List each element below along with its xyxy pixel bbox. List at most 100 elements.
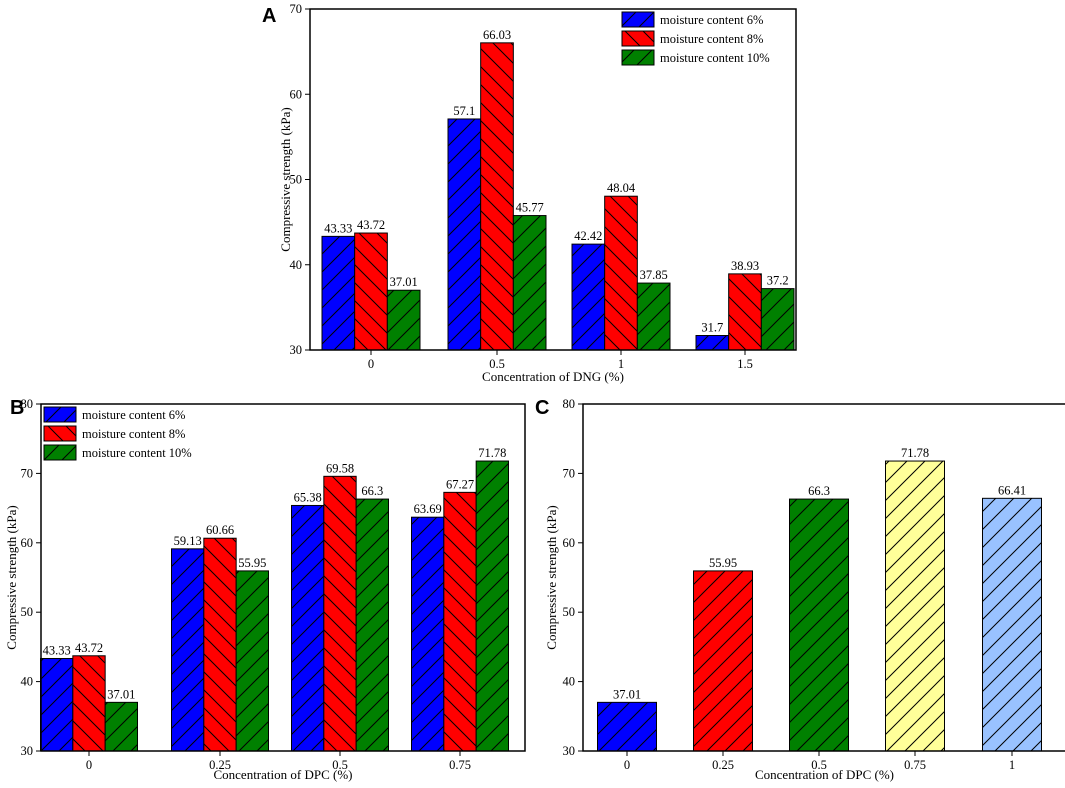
bar-hatch — [448, 118, 481, 350]
x-axis-title: Concentration of DNG (%) — [482, 369, 624, 384]
y-tick-label: 30 — [563, 744, 576, 758]
legend-label: moisture content 10% — [660, 51, 770, 65]
data-label: 37.2 — [767, 274, 789, 288]
x-tick-label: 0.5 — [811, 758, 827, 772]
plot-frame — [582, 403, 1065, 752]
bar-hatch — [476, 461, 509, 751]
data-label: 60.66 — [206, 523, 234, 537]
data-label: 37.85 — [640, 268, 668, 282]
y-tick-label: 30 — [290, 343, 303, 357]
data-label: 66.03 — [483, 28, 511, 42]
data-label: 37.01 — [107, 687, 135, 701]
panel-letter-c: C — [535, 397, 549, 419]
bar-hatch — [411, 517, 444, 751]
bar-hatch — [443, 492, 477, 751]
data-label: 37.01 — [390, 275, 418, 289]
x-tick-label: 1 — [1009, 758, 1015, 772]
y-tick-label: 40 — [21, 675, 34, 689]
bar-hatch — [323, 476, 357, 751]
bar-hatch — [40, 658, 73, 751]
legend-label: moisture content 6% — [82, 408, 185, 422]
legend-label: moisture content 8% — [82, 427, 185, 441]
legend-swatch-hatch — [44, 445, 76, 460]
plot-frame — [40, 403, 526, 752]
bar-hatch — [597, 702, 657, 751]
legend-swatch-hatch — [44, 407, 76, 422]
x-tick-label: 0 — [86, 758, 92, 772]
bar-hatch — [513, 215, 546, 350]
bar-hatch — [291, 505, 324, 751]
legend-label: moisture content 8% — [660, 32, 763, 46]
data-label: 69.58 — [326, 461, 354, 475]
plot-frame — [309, 8, 797, 351]
x-tick-label: 0 — [368, 357, 374, 371]
data-label: 57.1 — [453, 104, 475, 118]
data-label: 43.33 — [324, 221, 352, 235]
bar-hatch — [696, 335, 729, 350]
bar-hatch — [105, 702, 138, 751]
data-label: 66.3 — [808, 484, 830, 498]
bar-hatch — [356, 499, 389, 751]
y-tick-label: 70 — [563, 466, 576, 480]
y-tick-label: 80 — [563, 397, 576, 411]
data-label: 65.38 — [294, 490, 322, 504]
y-tick-label: 50 — [563, 605, 576, 619]
y-tick-label: 60 — [563, 536, 576, 550]
legend-swatch-hatch — [622, 31, 654, 46]
y-tick-label: 80 — [21, 397, 34, 411]
y-tick-label: 70 — [21, 466, 34, 480]
data-label: 48.04 — [607, 181, 636, 195]
data-label: 63.69 — [414, 502, 442, 516]
data-label: 55.95 — [709, 556, 737, 570]
bar-hatch — [885, 461, 945, 751]
bar-hatch — [789, 499, 849, 751]
data-label: 42.42 — [574, 229, 602, 243]
bar-hatch — [322, 236, 355, 350]
y-tick-label: 60 — [21, 536, 34, 550]
bar-hatch — [387, 290, 420, 350]
bar-hatch — [480, 42, 514, 351]
x-tick-label: 0.5 — [332, 758, 348, 772]
y-tick-label: 40 — [290, 258, 303, 272]
y-tick-label: 50 — [21, 605, 34, 619]
bar-hatch — [354, 233, 388, 350]
x-tick-label: 0.5 — [489, 357, 505, 371]
legend-label: moisture content 6% — [660, 13, 763, 27]
bar-hatch — [72, 655, 106, 751]
y-axis-title: Compressive strength (kPa) — [544, 505, 559, 649]
x-tick-label: 1 — [618, 357, 624, 371]
bar-hatch — [982, 498, 1042, 751]
y-tick-label: 70 — [290, 2, 303, 16]
x-tick-label: 0 — [624, 758, 630, 772]
bar-hatch — [236, 570, 269, 751]
y-tick-label: 40 — [563, 675, 576, 689]
bar-hatch — [604, 196, 638, 350]
x-axis-title: Concentration of DPC (%) — [755, 767, 894, 782]
x-tick-label: 0.25 — [209, 758, 231, 772]
x-tick-label: 1.5 — [737, 357, 753, 371]
bar-hatch — [171, 548, 204, 751]
bar-hatch — [203, 538, 237, 751]
bar-hatch — [637, 283, 670, 350]
data-label: 71.78 — [478, 446, 506, 460]
data-label: 38.93 — [731, 259, 759, 273]
y-axis-title: Compressive strength (kPa) — [278, 107, 293, 251]
y-axis-title: Compressive strength (kPa) — [4, 505, 19, 649]
panel-letter-b: B — [10, 397, 24, 419]
y-tick-label: 50 — [290, 173, 303, 187]
bar-hatch — [693, 570, 753, 751]
data-label: 45.77 — [516, 201, 544, 215]
data-label: 55.95 — [238, 556, 266, 570]
panel-letter-a: A — [262, 5, 276, 27]
data-label: 66.41 — [998, 483, 1026, 497]
x-tick-label: 0.75 — [904, 758, 926, 772]
bar-hatch — [728, 273, 762, 350]
data-label: 43.72 — [357, 218, 385, 232]
legend-swatch-hatch — [622, 50, 654, 65]
data-label: 66.3 — [361, 484, 383, 498]
legend-swatch-hatch — [622, 12, 654, 27]
data-label: 43.72 — [75, 641, 103, 655]
bar-hatch — [572, 244, 605, 350]
y-tick-label: 60 — [290, 87, 303, 101]
